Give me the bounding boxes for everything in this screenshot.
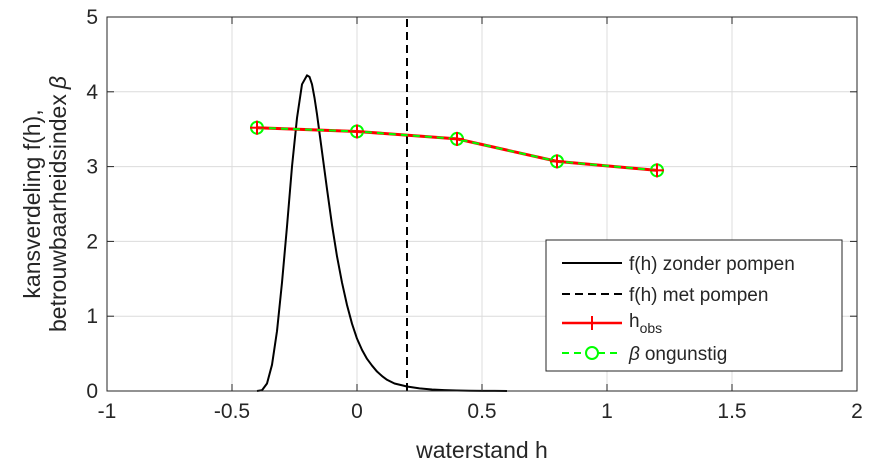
x-axis-label: waterstand h — [415, 437, 548, 463]
y-axis-label-line1: kansverdeling f(h), — [19, 109, 45, 298]
x-tick-label: 0.5 — [467, 400, 496, 423]
hobs-marker — [550, 154, 564, 169]
series-beta-ongunstig — [256, 126, 658, 172]
y-tick-label: 0 — [86, 380, 98, 403]
y-tick-label: 3 — [86, 156, 98, 179]
x-tick-label: -1 — [98, 400, 117, 423]
hobs-marker — [450, 131, 464, 146]
y-tick-label: 2 — [86, 230, 98, 253]
x-tick-label: 2 — [851, 400, 863, 423]
legend-label-hobs: hobs — [629, 311, 662, 336]
legend-label-zonder: f(h) zonder pompen — [629, 254, 795, 275]
ticks: -1 -0.5 0 0.5 1 1.5 2 0 1 2 3 4 5 — [86, 6, 863, 423]
legend-marker-hobs — [585, 316, 599, 330]
hobs-marker — [650, 163, 664, 178]
legend-label-beta-symbol: β — [628, 344, 640, 365]
y-axis-label-line2: betrouwbaarheidsindex β — [45, 76, 71, 332]
y-axis-label: kansverdeling f(h), betrouwbaarheidsinde… — [19, 76, 71, 332]
legend-label-beta-text: ongunstig — [645, 344, 727, 365]
y-tick-label: 1 — [86, 305, 98, 328]
legend-label-hobs-sub: obs — [640, 320, 663, 336]
y-tick-label: 4 — [86, 81, 98, 104]
x-tick-label: 0 — [351, 400, 363, 423]
x-tick-label: 1.5 — [717, 400, 746, 423]
series-f-zonder-pompen — [256, 74, 508, 392]
legend: f(h) zonder pompen f(h) met pompen hobs … — [545, 239, 843, 372]
x-tick-label: -0.5 — [214, 400, 250, 423]
x-tick-label: 1 — [601, 400, 613, 423]
legend-marker-beta — [585, 346, 599, 360]
beta-symbol: β — [45, 76, 71, 90]
y-axis-label-line2-text: betrouwbaarheidsindex — [45, 94, 71, 332]
series-layer — [250, 17, 664, 392]
y-tick-label: 5 — [86, 6, 98, 29]
legend-label-hobs-main: h — [629, 311, 640, 332]
hobs-marker — [250, 120, 264, 135]
legend-label-beta: β ongunstig — [628, 344, 727, 365]
hobs-marker — [350, 124, 364, 139]
legend-label-met: f(h) met pompen — [629, 285, 768, 306]
